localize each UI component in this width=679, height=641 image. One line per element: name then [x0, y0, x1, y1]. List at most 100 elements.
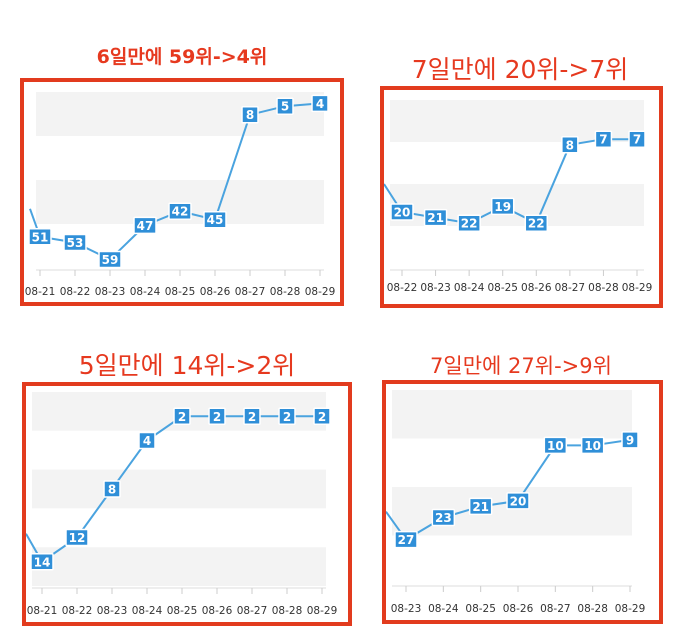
data-label: 59	[102, 253, 119, 267]
data-label: 12	[69, 531, 86, 545]
x-tick-label: 08-24	[132, 605, 163, 617]
data-point: 5	[276, 97, 294, 115]
data-label-box	[628, 130, 646, 148]
data-label-box	[243, 407, 261, 425]
data-label-box	[30, 553, 54, 571]
data-point: 8	[561, 136, 579, 154]
data-label-box	[208, 407, 226, 425]
data-point: 42	[168, 202, 192, 220]
line-chart-1: 51 53 59 47 42 45 8 5 4 08-21 08-22 08-23 08-24 08-25…	[25, 92, 335, 298]
x-tick-label: 08-25	[487, 282, 518, 294]
series-line	[29, 102, 321, 261]
data-label-box	[468, 497, 493, 516]
line-chart-4: 27 23 21 20 10 10 9 08-23 08-24 08-25 08-26 08-27 08…	[386, 390, 646, 615]
data-label-box	[103, 480, 121, 498]
data-label: 5	[281, 100, 289, 114]
x-tick-label: 08-24	[130, 286, 161, 298]
grid-band	[392, 390, 632, 439]
data-point: 2	[313, 407, 331, 425]
x-tick-label: 08-27	[540, 603, 571, 615]
x-tick-label: 08-24	[454, 282, 485, 294]
x-tick-label: 08-23	[391, 603, 422, 615]
x-tick-label: 08-27	[235, 286, 266, 298]
chart-title-2: 7일만에 20위->7위	[411, 55, 629, 84]
data-label: 2	[318, 410, 326, 424]
data-label: 8	[246, 108, 254, 122]
data-label-box	[311, 94, 329, 113]
data-point: 21	[468, 497, 493, 516]
data-label: 8	[566, 138, 574, 152]
data-label: 2	[213, 410, 221, 424]
grid-band	[36, 92, 324, 136]
data-label: 4	[143, 434, 151, 448]
data-point: 22	[524, 214, 549, 232]
chart-panel-3: 14 12 8 4 2 2 2 2 2 08-21 08-22 08-23 08-24 08-25 08-2…	[22, 382, 352, 626]
x-tick-label: 08-26	[200, 286, 231, 298]
data-label-box	[506, 492, 530, 510]
x-tick-label: 08-28	[272, 605, 303, 617]
data-label: 19	[494, 200, 511, 214]
x-tick-label: 08-26	[503, 603, 534, 615]
data-label-box	[63, 233, 87, 252]
data-label-box	[276, 97, 294, 115]
data-label-box	[431, 508, 456, 527]
data-point: 2	[243, 407, 261, 425]
data-label: 2	[283, 410, 291, 424]
data-point: 10	[543, 436, 568, 455]
grid-band	[32, 547, 326, 586]
data-label-box	[561, 136, 579, 154]
x-tick-label: 08-21	[27, 605, 58, 617]
data-label: 10	[584, 439, 601, 453]
line-chart-3: 14 12 8 4 2 2 2 2 2 08-21 08-22 08-23 08-24 08-25 08-2…	[26, 392, 337, 617]
x-tick-label: 08-29	[615, 603, 646, 615]
data-point: 2	[208, 407, 226, 425]
data-label: 21	[472, 500, 489, 514]
data-point: 4	[311, 94, 329, 113]
data-point: 23	[431, 508, 456, 527]
data-label-box	[457, 214, 481, 232]
data-label: 20	[510, 494, 527, 508]
data-point: 45	[203, 210, 227, 229]
chart-panel-4: 27 23 21 20 10 10 9 08-23 08-24 08-25 08-26 08-27 08…	[382, 380, 663, 624]
data-label: 10	[547, 439, 564, 453]
data-point: 10	[580, 436, 605, 455]
data-label-box	[543, 436, 568, 455]
data-label: 22	[461, 217, 478, 231]
chart-panel-1: 51 53 59 47 42 45 8 5 4 08-21 08-22 08-23 08-24 08-25…	[20, 78, 344, 306]
series-line	[26, 415, 322, 564]
x-tick-label: 08-21	[25, 286, 56, 298]
data-label-box	[98, 250, 122, 269]
data-label: 7	[633, 133, 641, 147]
x-tick-label: 08-23	[420, 282, 451, 294]
data-label-box	[203, 210, 227, 229]
data-label: 4	[316, 97, 324, 111]
x-tick-label: 08-27	[555, 282, 586, 294]
x-tick-label: 08-27	[237, 605, 268, 617]
data-label: 51	[32, 230, 49, 244]
x-tick-label: 08-25	[165, 286, 196, 298]
data-point: 7	[628, 130, 646, 148]
data-point: 53	[63, 233, 87, 252]
x-tick-label: 08-22	[387, 282, 418, 294]
data-point: 7	[594, 130, 613, 148]
data-point: 51	[28, 228, 52, 246]
x-tick-label: 08-22	[62, 605, 93, 617]
data-label-box	[490, 197, 515, 216]
data-label-box	[313, 407, 331, 425]
data-label-box	[524, 214, 549, 232]
data-point: 22	[457, 214, 481, 232]
x-tick-label: 08-25	[465, 603, 496, 615]
grid-band	[390, 142, 644, 184]
x-tick-label: 08-26	[521, 282, 552, 294]
data-label-box	[621, 431, 639, 449]
data-label: 45	[207, 213, 224, 227]
x-tick-label: 08-28	[577, 603, 608, 615]
data-label: 8	[108, 483, 116, 497]
x-tick-label: 08-26	[202, 605, 233, 617]
data-point: 4	[138, 431, 156, 450]
data-point: 8	[103, 480, 121, 498]
data-label-box	[28, 228, 52, 246]
data-point: 21	[423, 208, 448, 227]
x-tick-label: 08-22	[60, 286, 91, 298]
data-point: 2	[173, 407, 191, 425]
